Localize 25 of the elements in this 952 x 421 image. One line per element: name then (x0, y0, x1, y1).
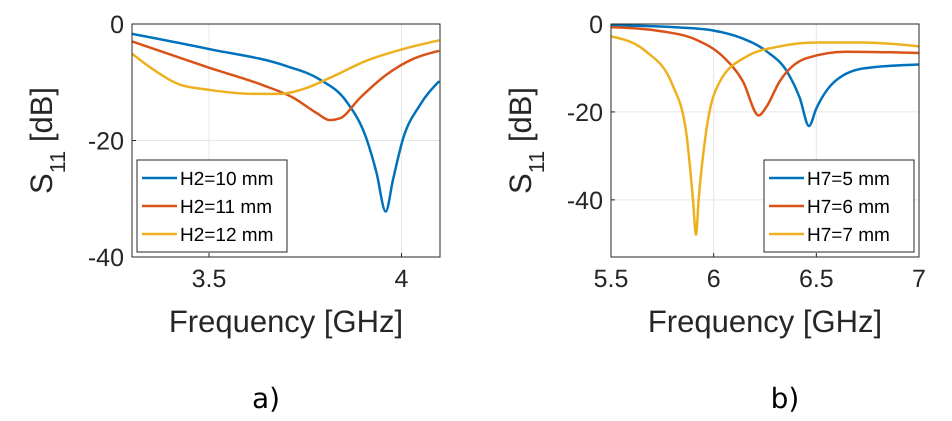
line-series (132, 32, 440, 213)
y-tick-label: -40 (566, 186, 603, 215)
text: a) (252, 382, 280, 415)
x-axis-title: Frequency [GHz] (648, 304, 882, 339)
x-tick-label: 6.5 (798, 265, 834, 293)
legend-label: H2=10 mm (180, 169, 274, 190)
line-series (132, 40, 440, 122)
x-tick-label: 5.5 (594, 265, 628, 293)
x-tick-label: 3.5 (192, 265, 226, 293)
text: b) (770, 382, 800, 415)
y-tick-label: 0 (110, 11, 124, 39)
y-tick-label: -20 (88, 128, 124, 156)
x-tick-label: 7 (912, 265, 926, 293)
legend-label: H2=12 mm (180, 225, 274, 246)
legend-label: H7=5 mm (807, 169, 890, 190)
legend-label: H7=6 mm (807, 197, 890, 218)
legend-label: H2=11 mm (180, 197, 272, 218)
y-tick-label: 0 (589, 11, 603, 39)
x-tick-label: 4 (394, 265, 409, 293)
y-tick-label: -20 (566, 98, 603, 127)
line-series (132, 39, 440, 96)
x-tick-label: 6 (706, 265, 721, 293)
y-tick-label: -40 (88, 244, 124, 272)
x-axis-title: Frequency [GHz] (168, 304, 404, 339)
legend-label: H7=7 mm (807, 225, 890, 246)
